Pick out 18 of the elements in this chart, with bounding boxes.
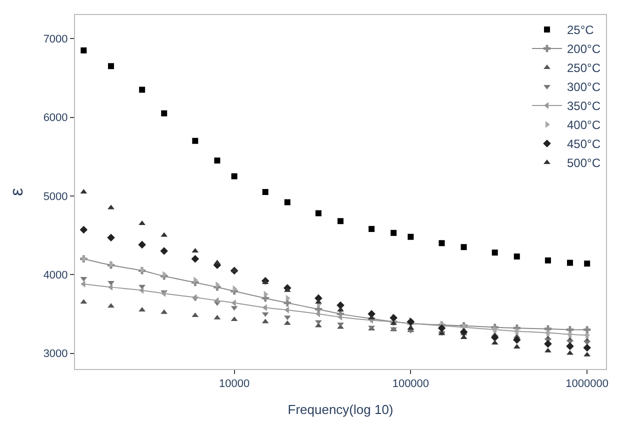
x-axis-title: Frequency(log 10)	[288, 402, 394, 417]
legend-label: 200°C	[567, 42, 601, 56]
y-tick-label: 6000	[43, 112, 68, 124]
y-tick-label: 5000	[43, 190, 68, 203]
legend-label: 500°C	[567, 156, 601, 170]
legend-label: 350°C	[567, 99, 601, 114]
legend-label: 25°C	[567, 23, 594, 38]
legend-label: 400°C	[567, 118, 601, 132]
y-axis-title: ε	[6, 188, 27, 196]
y-tick-label: 4000	[43, 269, 68, 282]
y-tick-label: 3000	[43, 348, 68, 360]
legend-label: 450°C	[567, 137, 601, 152]
x-tick-label: 100000	[392, 378, 430, 390]
y-tick-label: 7000	[43, 33, 68, 46]
x-tick-label: 10000	[219, 378, 250, 390]
legend-label: 250°C	[567, 61, 601, 76]
x-tick-label: 1000000	[566, 378, 609, 390]
legend-label: 300°C	[567, 80, 601, 94]
